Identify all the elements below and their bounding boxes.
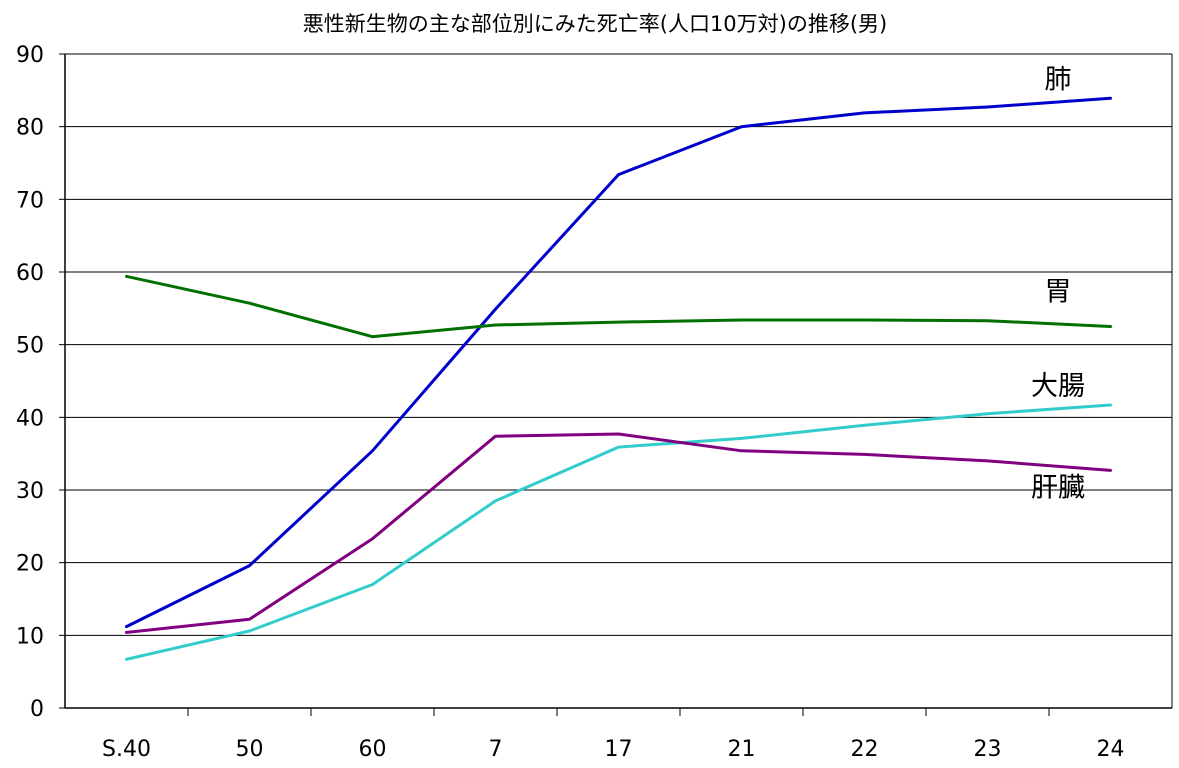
series-line-胃 [125,274,1112,339]
y-tick-label: 20 [16,552,44,577]
x-tick-label: 23 [974,737,1002,762]
y-tick-label: 50 [16,334,44,359]
y-tick-label: 40 [16,406,44,431]
x-tick-label: 50 [236,737,264,762]
x-tick-labels: S.40 50 60 7 17 21 22 23 24 [102,737,1124,762]
y-tick-label: 80 [16,116,44,141]
series-label: 大腸 [1031,371,1085,402]
series-label: 肺 [1045,64,1072,95]
y-tick-label: 10 [16,624,44,649]
x-tick-label: 21 [728,737,756,762]
x-tick-label: 60 [359,737,387,762]
y-tick-label: 0 [30,697,44,722]
series-line-肺 [125,96,1112,629]
y-tick-label: 70 [16,188,44,213]
y-tick-label: 60 [16,261,44,286]
x-tick-label: 22 [851,737,879,762]
series-label: 胃 [1045,277,1072,308]
chart-title: 悪性新生物の主な部位別にみた死亡率(人口10万対)の推移(男) [303,12,888,36]
axes [59,53,1173,716]
x-tick-label: 17 [605,737,633,762]
series-line-大腸 [125,403,1112,661]
series-label: 肝臓 [1031,472,1085,503]
series-lines [125,96,1112,661]
x-tick-label: S.40 [102,737,151,762]
x-tick-label: 24 [1097,737,1125,762]
gridlines [65,53,1172,636]
y-tick-label: 90 [16,43,44,68]
y-tick-label: 30 [16,479,44,504]
y-tick-labels: 0 10 20 30 40 50 60 70 80 90 [16,43,44,722]
x-tick-label: 7 [489,737,503,762]
series-line-肝臓 [125,432,1112,634]
